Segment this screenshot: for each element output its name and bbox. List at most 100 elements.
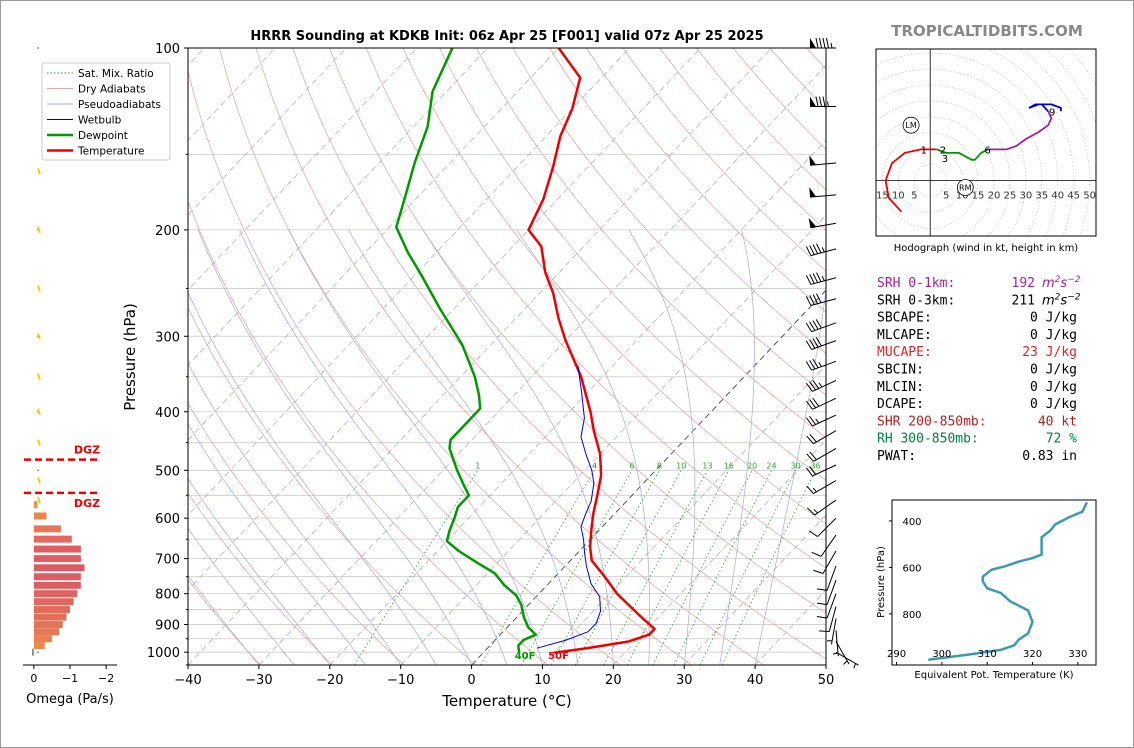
- theta-e-y-tick-label: 800: [902, 610, 921, 621]
- wind-barb: [805, 358, 837, 371]
- wind-barb-full: [815, 96, 819, 107]
- hodograph-height-label: 1: [921, 145, 927, 156]
- dry-adiabat-line: [188, 306, 477, 665]
- wind-barb-half: [821, 247, 825, 253]
- theta-e-y-tick-label: 600: [902, 563, 921, 574]
- index-row: SRH 0-1km: 192 m2s−2: [877, 275, 1081, 291]
- theta-e-x-tick-label: 320: [1023, 649, 1042, 660]
- mixing-ratio-line: [721, 470, 816, 665]
- wind-barb-full: [809, 381, 817, 391]
- hodograph-trace: [987, 110, 1053, 151]
- skewt-legend: Sat. Mix. Ratio Dry Adiabats Pseudoadiabat…: [41, 62, 171, 161]
- x-tick-label: 30: [676, 673, 693, 688]
- dry-adiabat-line: [806, 48, 826, 70]
- wind-barb-staff: [812, 397, 837, 410]
- index-label: MLCAPE:: [877, 328, 932, 343]
- mixing-ratio-label: 6: [629, 461, 634, 470]
- index-value: 72 %: [1046, 432, 1077, 447]
- isotherm-line: [188, 48, 772, 665]
- omega-bar: [33, 642, 45, 650]
- omega-bar: [33, 606, 70, 614]
- wind-barb-full: [809, 433, 817, 443]
- dry-adiabat-line: [188, 492, 333, 665]
- wind-barb-staff: [813, 430, 837, 445]
- wind-barb-full: [809, 360, 816, 370]
- omega-bar: [33, 621, 63, 629]
- hodograph-ring-label: 10: [892, 191, 905, 202]
- index-label: SBCAPE:: [877, 311, 932, 326]
- index-label: DCAPE:: [877, 397, 924, 412]
- omega-bar: [33, 635, 52, 643]
- sounding-indices: SRH 0-1km: 192 m2s−2 SRH 0-3km: 211 m2s−2 SBCA…: [877, 275, 1081, 464]
- index-value: 192: [1012, 276, 1035, 291]
- isotherm-line: [754, 589, 826, 665]
- mixing-ratio-label: 1: [475, 461, 480, 470]
- dry-adiabat-line: [188, 69, 621, 665]
- wind-barb-staff: [812, 379, 837, 392]
- wind-barb: [809, 187, 837, 198]
- index-row: SHR 200-850mb: 40 kt: [877, 414, 1077, 429]
- storm-motion-label: RM: [959, 184, 972, 193]
- dry-adiabat-line: [512, 48, 826, 396]
- omega-x-tick-label: 0: [30, 672, 37, 685]
- wind-barb: [805, 293, 837, 306]
- mixing-ratio-label: 4: [592, 461, 597, 470]
- wind-barb: [805, 397, 837, 410]
- wind-barb-staff: [835, 641, 850, 665]
- wind-barb-flag: [809, 155, 817, 166]
- wind-barb: [835, 651, 859, 669]
- wind-barb-full: [805, 296, 812, 306]
- wind-barb-full: [809, 416, 817, 425]
- hodograph-height-label: 9: [1049, 107, 1055, 118]
- index-value: 0 J/kg: [1030, 380, 1077, 395]
- mixing-ratio-line: [603, 470, 708, 665]
- legend-box: [41, 62, 171, 161]
- hodograph-height-label: 3: [942, 154, 948, 165]
- isotherm-line: [188, 48, 489, 366]
- omega-bar: [33, 590, 78, 598]
- moist-adiabat-line: [628, 229, 696, 665]
- zero-isotherm-line: [471, 289, 826, 665]
- wind-barb-half: [853, 663, 856, 669]
- hodograph-ring-label: 5: [911, 191, 917, 202]
- wind-barb: [835, 641, 850, 665]
- wind-barb-full: [812, 294, 819, 304]
- wind-barb-full: [805, 322, 812, 332]
- hodograph-height-label: 6: [984, 145, 990, 156]
- y-tick-label: 800: [155, 588, 180, 603]
- wind-barbs: [805, 37, 859, 669]
- wind-barb: [806, 448, 837, 462]
- hodograph-ring-label: 35: [1035, 191, 1048, 202]
- omega-weak-bar: [37, 496, 41, 504]
- wind-barb-full: [805, 275, 812, 285]
- x-tick-label: 0: [467, 673, 475, 688]
- wind-barb: [809, 155, 837, 166]
- wind-barb-full: [805, 340, 812, 350]
- omega-weak-bar: [37, 332, 41, 340]
- wind-barb-flag: [808, 217, 817, 228]
- dry-adiabat-line: [439, 48, 826, 481]
- wind-barb: [810, 96, 836, 108]
- dry-adiabat-line: [365, 48, 826, 569]
- index-label: SBCIN:: [877, 363, 924, 378]
- wind-barb-full: [809, 466, 817, 475]
- wind-barb: [819, 606, 837, 633]
- index-value: 0 J/kg: [1030, 328, 1077, 343]
- wind-barb-full: [809, 274, 815, 284]
- wind-barb: [805, 414, 837, 427]
- dewpoint-trace: [395, 48, 538, 653]
- wind-barb-half: [813, 509, 818, 514]
- index-value: 0 J/kg: [1030, 397, 1077, 412]
- wind-barb: [826, 618, 837, 645]
- y-tick-label: 300: [155, 330, 180, 345]
- wind-barb-full: [806, 435, 814, 445]
- moist-adiabat-line: [719, 229, 755, 665]
- omega-bar: [33, 545, 81, 553]
- mixing-ratio-label: 16: [724, 461, 734, 470]
- wind-barb-full: [812, 338, 819, 348]
- mixing-ratio-label: 8: [657, 461, 662, 470]
- wind-barb-full: [809, 321, 816, 331]
- omega-weak-bar: [37, 168, 41, 175]
- wind-barb-staff: [810, 298, 837, 306]
